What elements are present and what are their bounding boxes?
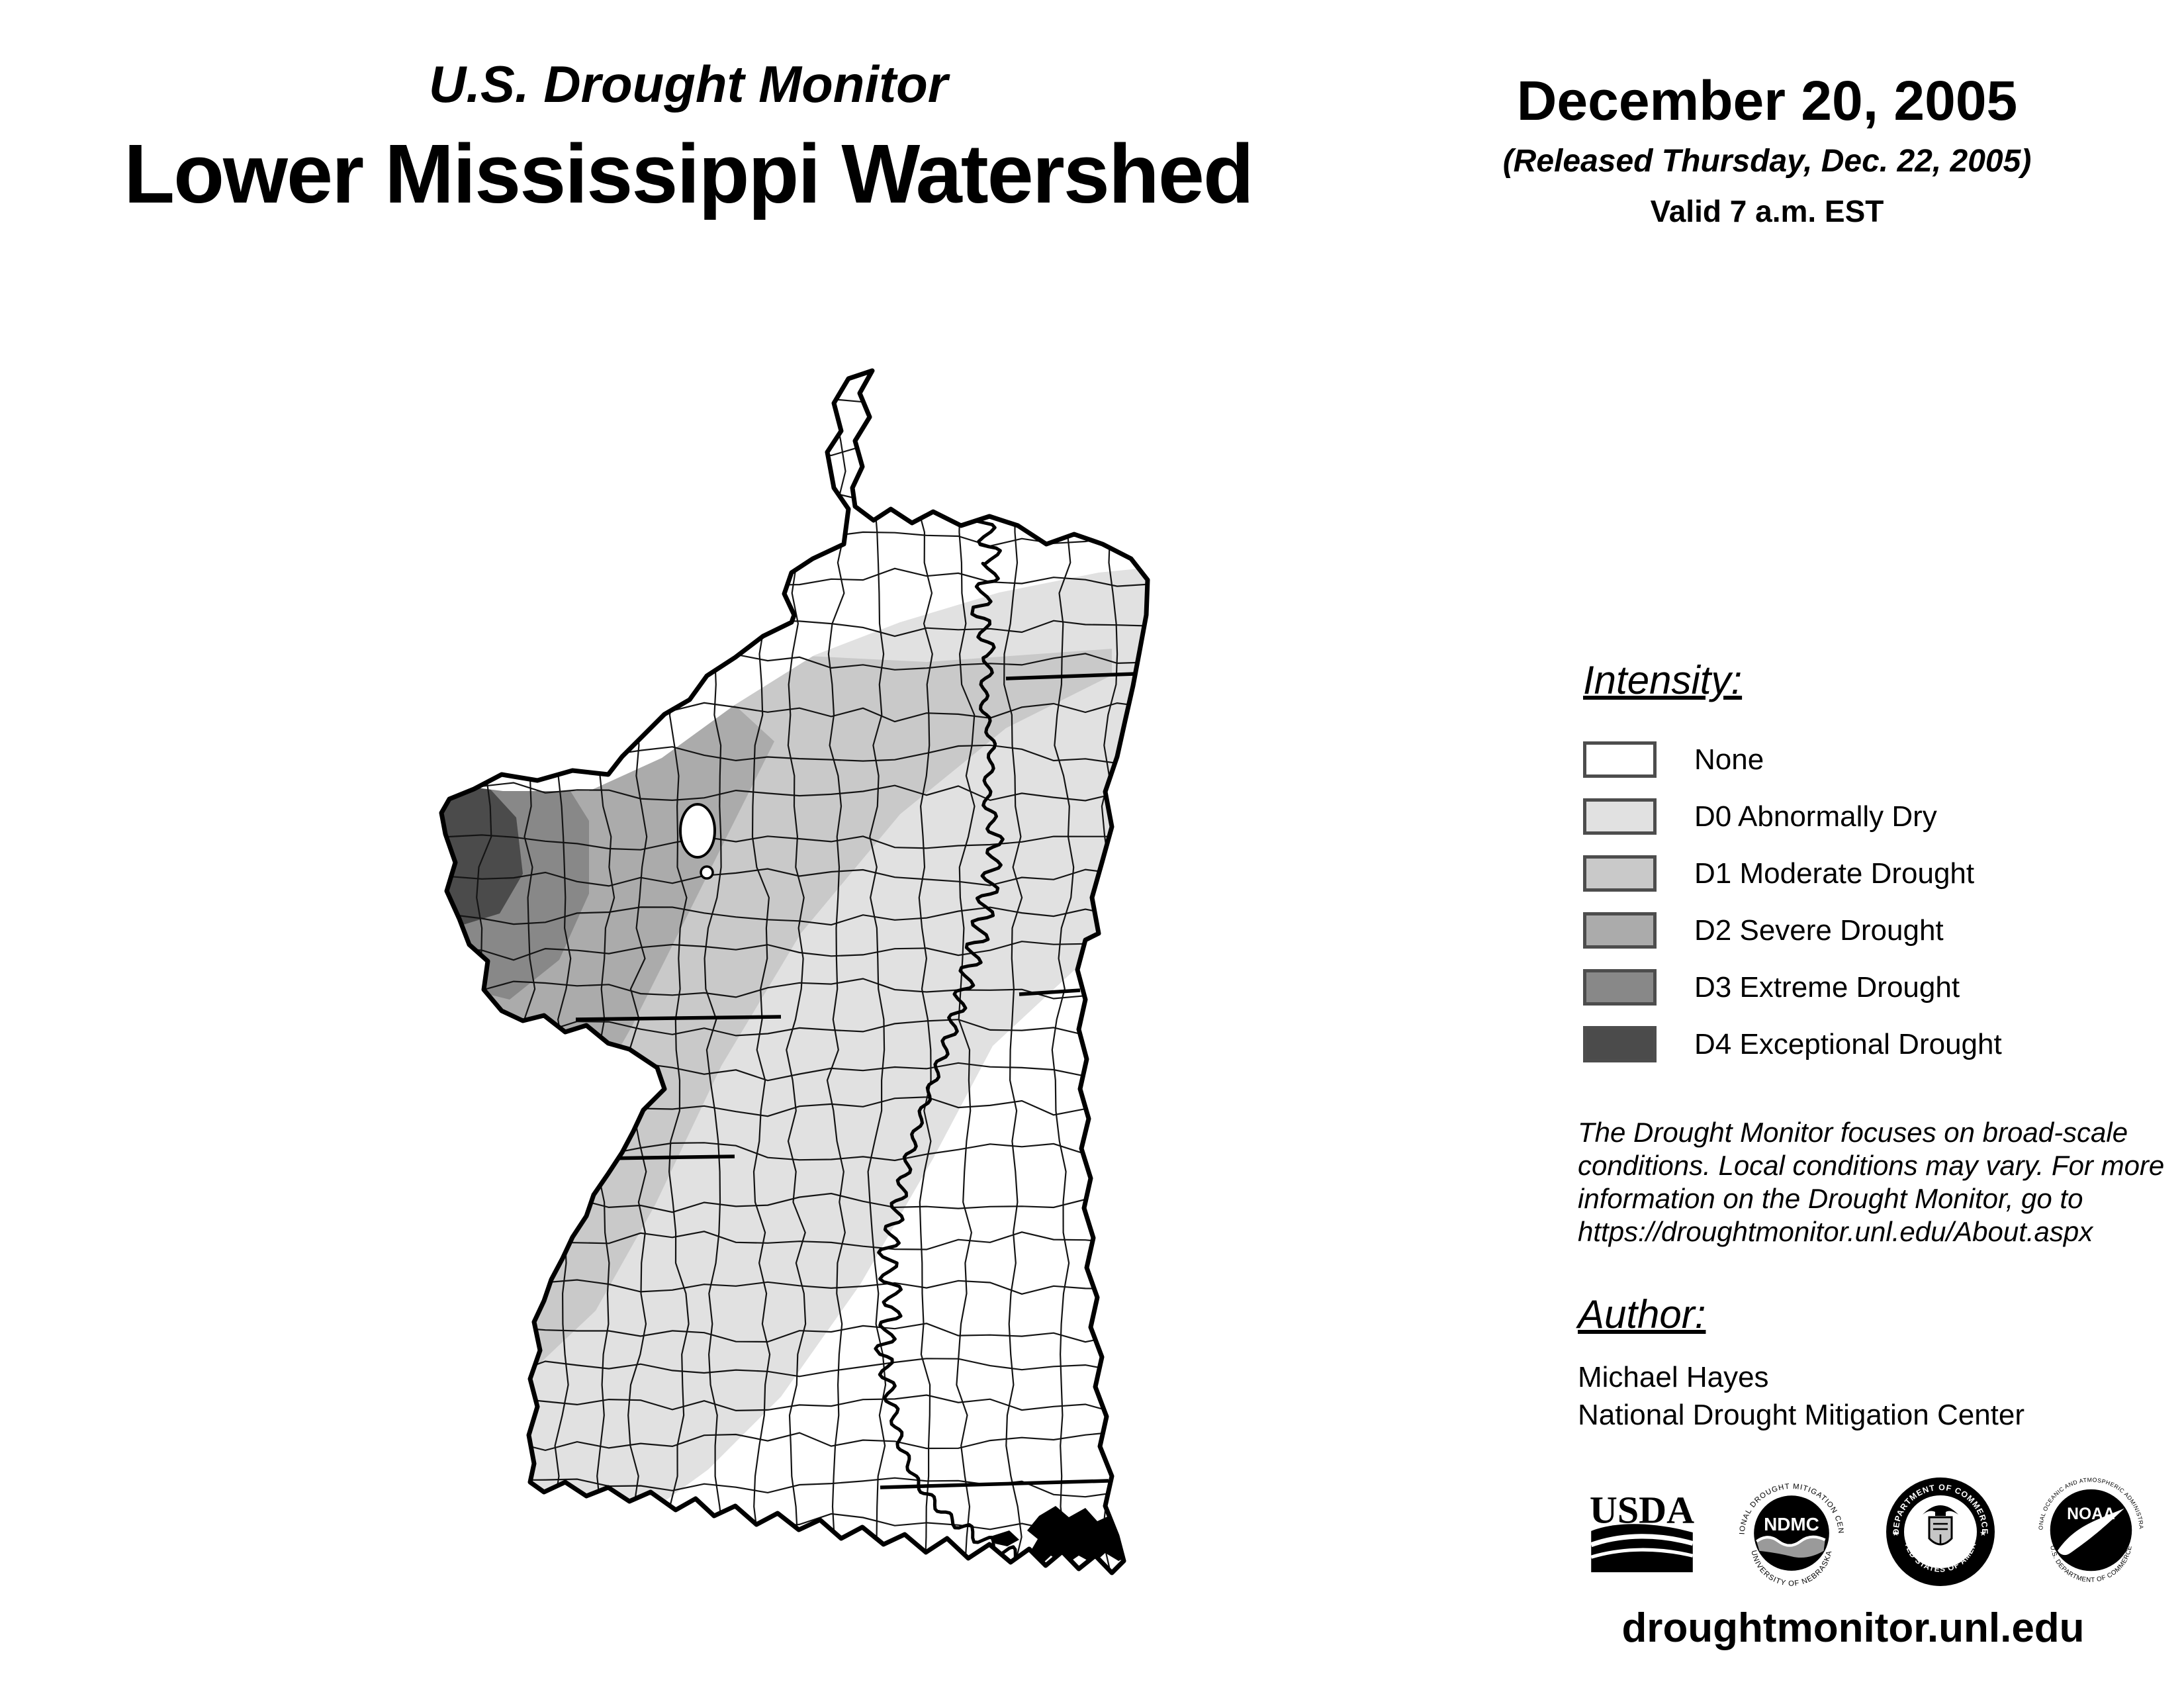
legend-label: D1 Moderate Drought bbox=[1694, 857, 1975, 890]
author-name: Michael Hayes bbox=[1578, 1361, 1769, 1393]
program-title: U.S. Drought Monitor bbox=[428, 55, 948, 113]
disclaimer-line: information on the Drought Monitor, go t… bbox=[1578, 1183, 2083, 1214]
legend-swatch-d3 bbox=[1583, 969, 1657, 1006]
legend-heading: Intensity: bbox=[1583, 658, 1743, 702]
title-block: U.S. Drought Monitor Lower Mississippi W… bbox=[40, 58, 1337, 216]
author-heading: Author: bbox=[1578, 1292, 1706, 1336]
legend-swatch-d0 bbox=[1583, 798, 1657, 835]
reservoir-lake bbox=[679, 803, 716, 859]
website-url: droughtmonitor.unl.edu bbox=[1621, 1605, 2085, 1651]
legend-item-d3: D3 Extreme Drought bbox=[1583, 969, 2002, 1006]
legend-label: D0 Abnormally Dry bbox=[1694, 800, 1937, 833]
commerce-star-right: ★ bbox=[1979, 1528, 1987, 1538]
legend-label: D2 Severe Drought bbox=[1694, 914, 1944, 947]
watershed-map-svg bbox=[424, 344, 1198, 1589]
valid-time: Valid 7 a.m. EST bbox=[1650, 194, 1884, 228]
date-block: December 20, 2005 (Released Thursday, De… bbox=[1476, 73, 2058, 226]
mississippi-river bbox=[874, 464, 1057, 1573]
legend-item-d1: D1 Moderate Drought bbox=[1583, 855, 2002, 892]
commerce-eagle-shape bbox=[1923, 1505, 1958, 1516]
ndmc-logo-text: NDMC bbox=[1764, 1514, 1819, 1534]
commerce-star-left: ★ bbox=[1892, 1528, 1899, 1538]
legend-label: D4 Exceptional Drought bbox=[1694, 1027, 2002, 1060]
legend-swatch-d1 bbox=[1583, 855, 1657, 892]
noaa-logo: NATIONAL OCEANIC AND ATMOSPHERIC ADMINIS… bbox=[2030, 1465, 2149, 1587]
map-date: December 20, 2005 bbox=[1516, 70, 2018, 132]
legend-item-d0: D0 Abnormally Dry bbox=[1583, 798, 2002, 835]
small-lake bbox=[700, 865, 714, 880]
legend-label: None bbox=[1694, 743, 1764, 776]
legend-item-none: None bbox=[1583, 741, 2002, 778]
usda-swoosh-stripe bbox=[1590, 1548, 1694, 1559]
ndmc-wave-shape bbox=[1756, 1536, 1825, 1558]
commerce-shield-detail bbox=[1933, 1523, 1948, 1545]
noaa-seagull-shape bbox=[2058, 1508, 2124, 1556]
usda-swoosh-stripe bbox=[1590, 1534, 1694, 1548]
ndmc-wave-line bbox=[1756, 1535, 1826, 1547]
usda-logo: USDA bbox=[1587, 1487, 1697, 1579]
disclaimer-text: The Drought Monitor focuses on broad-sca… bbox=[1578, 1116, 2184, 1248]
ndmc-logo: NATIONAL DROUGHT MITIGATION CENTER UNIVE… bbox=[1731, 1464, 1850, 1593]
legend-item-d2: D2 Severe Drought bbox=[1583, 912, 2002, 949]
author-organization: National Drought Mitigation Center bbox=[1578, 1399, 2025, 1431]
legend-swatch-none bbox=[1583, 741, 1657, 778]
legend-label: D3 Extreme Drought bbox=[1694, 970, 1960, 1004]
disclaimer-line: The Drought Monitor focuses on broad-sca… bbox=[1578, 1117, 2128, 1148]
author-block: Author: Michael Hayes National Drought M… bbox=[1578, 1295, 2025, 1434]
disclaimer-line: conditions. Local conditions may vary. F… bbox=[1578, 1150, 2165, 1181]
disclaimer-link-text: https://droughtmonitor.unl.edu/About.asp… bbox=[1578, 1216, 2093, 1247]
legend-item-d4: D4 Exceptional Drought bbox=[1583, 1026, 2002, 1062]
commerce-seal: DEPARTMENT OF COMMERCE UNITED STATES OF … bbox=[1881, 1466, 1997, 1590]
released-date: (Released Thursday, Dec. 22, 2005) bbox=[1502, 144, 2032, 179]
legend-swatch-d2 bbox=[1583, 912, 1657, 949]
watershed-map bbox=[424, 344, 1198, 1589]
intensity-legend: Intensity: None D0 Abnormally Dry D1 Mod… bbox=[1583, 661, 2002, 1083]
legend-swatch-d4 bbox=[1583, 1026, 1657, 1062]
page-title: Lower Mississippi Watershed bbox=[124, 127, 1254, 220]
